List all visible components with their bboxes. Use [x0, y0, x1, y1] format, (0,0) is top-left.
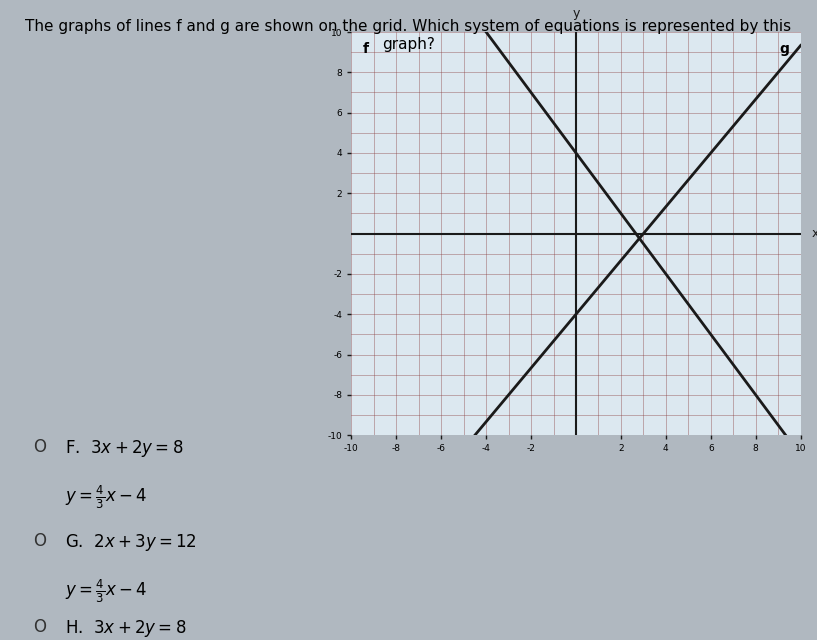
Text: The graphs of lines f and g are shown on the grid. Which system of equations is : The graphs of lines f and g are shown on…: [25, 19, 792, 52]
Text: f: f: [363, 42, 368, 56]
Text: O: O: [33, 438, 46, 456]
Text: F.  $3x + 2y = 8$: F. $3x + 2y = 8$: [65, 438, 184, 460]
Text: y: y: [572, 7, 580, 20]
Text: H.  $3x + 2y = 8$: H. $3x + 2y = 8$: [65, 618, 187, 639]
Text: $y = \frac{4}{3}x - 4$: $y = \frac{4}{3}x - 4$: [65, 577, 147, 605]
Text: O: O: [33, 532, 46, 550]
Text: g: g: [779, 42, 789, 56]
Text: G.  $2x + 3y = 12$: G. $2x + 3y = 12$: [65, 532, 198, 554]
Text: x: x: [812, 227, 817, 240]
Text: $y = \frac{4}{3}x - 4$: $y = \frac{4}{3}x - 4$: [65, 483, 147, 511]
Text: O: O: [33, 618, 46, 636]
